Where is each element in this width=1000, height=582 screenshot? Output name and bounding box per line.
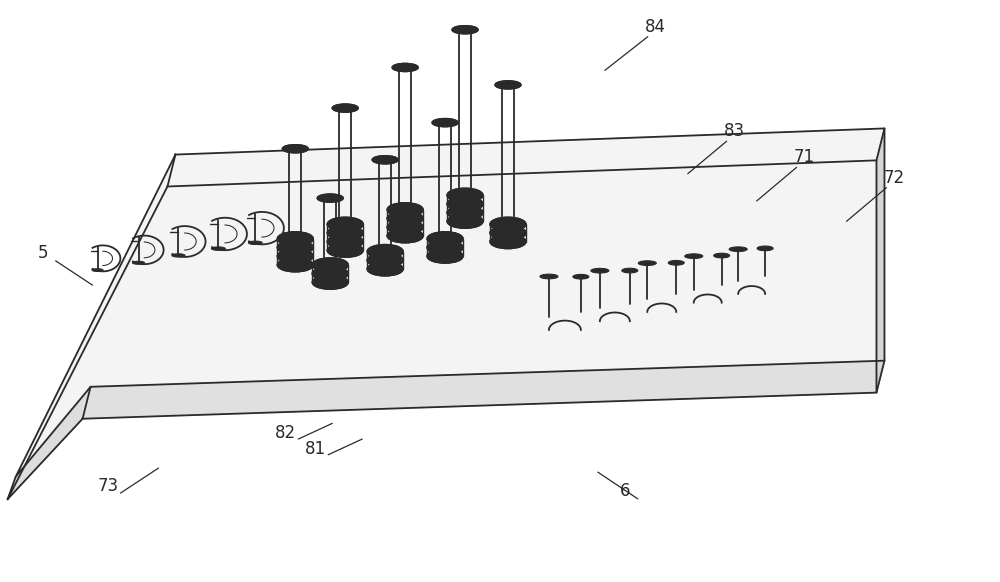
Ellipse shape bbox=[427, 249, 463, 263]
Ellipse shape bbox=[495, 81, 521, 89]
Text: 81: 81 bbox=[305, 440, 326, 458]
Ellipse shape bbox=[591, 268, 609, 273]
Text: 84: 84 bbox=[645, 18, 666, 36]
Ellipse shape bbox=[277, 249, 313, 263]
Ellipse shape bbox=[312, 275, 348, 289]
Ellipse shape bbox=[277, 232, 313, 246]
Polygon shape bbox=[876, 129, 884, 393]
Ellipse shape bbox=[277, 240, 313, 254]
Ellipse shape bbox=[729, 247, 747, 251]
Ellipse shape bbox=[387, 211, 423, 225]
Ellipse shape bbox=[387, 220, 423, 234]
Ellipse shape bbox=[638, 261, 656, 265]
Text: 72: 72 bbox=[884, 169, 905, 187]
Ellipse shape bbox=[277, 258, 313, 272]
Ellipse shape bbox=[573, 274, 589, 279]
Ellipse shape bbox=[490, 217, 526, 231]
Text: 83: 83 bbox=[724, 122, 745, 140]
Ellipse shape bbox=[540, 274, 558, 279]
Text: 82: 82 bbox=[275, 424, 296, 442]
Ellipse shape bbox=[282, 145, 308, 153]
Ellipse shape bbox=[332, 104, 358, 112]
Ellipse shape bbox=[668, 261, 684, 265]
Ellipse shape bbox=[327, 217, 363, 231]
Ellipse shape bbox=[490, 235, 526, 249]
Ellipse shape bbox=[372, 156, 398, 164]
Ellipse shape bbox=[447, 197, 483, 211]
Ellipse shape bbox=[432, 119, 458, 127]
Text: 71: 71 bbox=[794, 148, 815, 166]
Text: 6: 6 bbox=[620, 482, 630, 501]
Text: 73: 73 bbox=[98, 477, 119, 495]
Ellipse shape bbox=[387, 203, 423, 217]
Ellipse shape bbox=[622, 268, 638, 273]
Ellipse shape bbox=[312, 267, 348, 281]
Ellipse shape bbox=[447, 214, 483, 228]
Ellipse shape bbox=[367, 253, 403, 267]
Ellipse shape bbox=[427, 240, 463, 254]
Polygon shape bbox=[16, 155, 175, 477]
Polygon shape bbox=[16, 129, 884, 477]
Ellipse shape bbox=[327, 226, 363, 240]
Ellipse shape bbox=[367, 244, 403, 258]
Ellipse shape bbox=[92, 269, 103, 271]
Polygon shape bbox=[83, 361, 884, 418]
Ellipse shape bbox=[172, 254, 185, 257]
Ellipse shape bbox=[367, 262, 403, 276]
Ellipse shape bbox=[757, 246, 773, 251]
Ellipse shape bbox=[392, 63, 418, 72]
Ellipse shape bbox=[317, 194, 343, 202]
Ellipse shape bbox=[452, 26, 478, 34]
Ellipse shape bbox=[685, 254, 703, 258]
Ellipse shape bbox=[447, 188, 483, 202]
Ellipse shape bbox=[447, 205, 483, 219]
Ellipse shape bbox=[248, 241, 262, 244]
Ellipse shape bbox=[427, 232, 463, 246]
Ellipse shape bbox=[312, 258, 348, 272]
Ellipse shape bbox=[490, 226, 526, 240]
Ellipse shape bbox=[714, 253, 730, 258]
Ellipse shape bbox=[327, 243, 363, 257]
Ellipse shape bbox=[211, 247, 225, 250]
Text: 5: 5 bbox=[37, 244, 48, 262]
Ellipse shape bbox=[327, 235, 363, 249]
Ellipse shape bbox=[132, 261, 145, 264]
Ellipse shape bbox=[387, 229, 423, 243]
Polygon shape bbox=[8, 387, 91, 499]
